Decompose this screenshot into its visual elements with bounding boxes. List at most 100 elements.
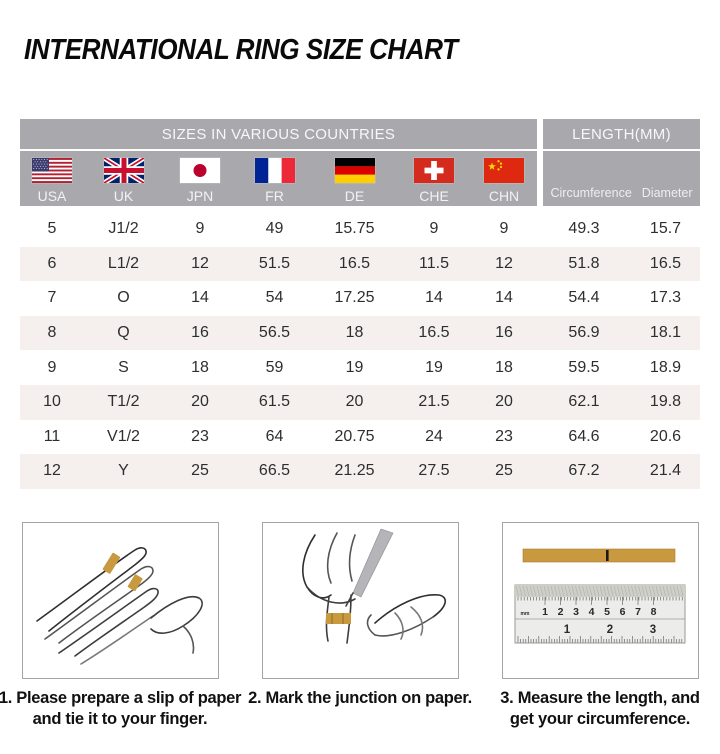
france-flag-icon bbox=[254, 158, 295, 183]
svg-text:3: 3 bbox=[649, 624, 655, 636]
length-columns: Circumference Diameter bbox=[543, 151, 700, 206]
table-cell: 51.5 bbox=[258, 254, 291, 272]
step-2-illustration-box bbox=[261, 522, 459, 679]
table-cell: 18 bbox=[495, 358, 513, 376]
strip-mark bbox=[605, 550, 609, 561]
table-cell: 16 bbox=[191, 324, 209, 342]
table-cell: 9 bbox=[47, 358, 57, 376]
table-cell: 64 bbox=[265, 427, 284, 445]
circumference-label: Circumference bbox=[550, 186, 632, 200]
table-cell: 67.2 bbox=[568, 462, 600, 480]
table-cell: 54 bbox=[265, 289, 284, 307]
svg-text:mm: mm bbox=[520, 611, 529, 617]
table-cell: 10 bbox=[43, 393, 61, 411]
svg-text:6: 6 bbox=[619, 606, 625, 618]
svg-text:2: 2 bbox=[606, 624, 612, 636]
table-cell: 56.9 bbox=[568, 324, 600, 342]
table-cell: 24 bbox=[425, 427, 443, 445]
ring-size-chart-page: INTERNATIONAL RING SIZE CHART SIZES IN V… bbox=[0, 34, 720, 754]
header-length-mm: LENGTH(MM) bbox=[543, 119, 700, 149]
table-cell: 49.3 bbox=[568, 220, 600, 238]
step-2: 2. Mark the junction on paper. bbox=[240, 522, 480, 730]
table-cell: 8 bbox=[47, 324, 57, 342]
table-cell: 16.5 bbox=[418, 324, 450, 342]
table-cell: 62.1 bbox=[568, 393, 600, 411]
country-label: UK bbox=[113, 188, 134, 204]
paper-strip-band bbox=[325, 613, 351, 624]
country-header-row: USA UK bbox=[20, 151, 700, 206]
usa-flag-icon bbox=[32, 158, 72, 183]
diameter-label: Diameter bbox=[641, 186, 693, 200]
table-cell: 25 bbox=[495, 462, 513, 480]
table-row: 7 O 14 54 17.25 14 14 54.4 17.3 bbox=[20, 281, 700, 316]
country-label: FR bbox=[265, 188, 284, 204]
table-cell: 11.5 bbox=[419, 254, 449, 272]
country-label: CHN bbox=[488, 188, 520, 204]
marking-junction-illustration bbox=[301, 528, 446, 644]
table-group-header: SIZES IN VARIOUS COUNTRIES LENGTH(MM) bbox=[20, 119, 700, 149]
step-1-illustration-box bbox=[21, 522, 219, 679]
svg-text:1: 1 bbox=[563, 624, 570, 636]
svg-text:8: 8 bbox=[650, 606, 656, 618]
table-cell: 64.6 bbox=[568, 427, 600, 445]
table-cell: 14 bbox=[191, 289, 209, 307]
hand-with-paper-strip-illustration bbox=[35, 547, 203, 665]
country-label: JPN bbox=[186, 188, 214, 204]
table-cell: S bbox=[118, 358, 129, 376]
size-chart-table: SIZES IN VARIOUS COUNTRIES LENGTH(MM) bbox=[20, 119, 700, 489]
country-columns: USA UK bbox=[20, 151, 537, 206]
svg-text:5: 5 bbox=[604, 606, 610, 618]
table-cell: 66.5 bbox=[258, 462, 291, 480]
table-row: 6 L1/2 12 51.5 16.5 11.5 12 51.8 16.5 bbox=[20, 246, 700, 282]
paper-strip-piece bbox=[127, 574, 143, 592]
table-cell: 23 bbox=[495, 427, 513, 445]
table-cell: 21.4 bbox=[649, 462, 682, 480]
paper-strip bbox=[522, 548, 675, 563]
table-row: 10 T1/2 20 61.5 20 21.5 20 62.1 19.8 bbox=[20, 384, 700, 420]
measurement-steps: 1. Please prepare a slip of paper and ti… bbox=[0, 522, 720, 730]
table-row: 12 Y 25 66.5 21.25 27.5 25 67.2 21.4 bbox=[20, 454, 700, 489]
step-2-caption: 2. Mark the junction on paper. bbox=[248, 689, 472, 707]
table-cell: 18.9 bbox=[649, 358, 682, 376]
table-cell: 5 bbox=[47, 220, 57, 238]
table-cell: 20.75 bbox=[334, 427, 375, 445]
table-cell: 18 bbox=[345, 324, 364, 342]
country-column-jpn: JPN bbox=[163, 151, 237, 206]
table-cell: 17.25 bbox=[334, 289, 375, 307]
country-column-de: DE bbox=[312, 151, 397, 206]
pen-tip bbox=[344, 592, 354, 607]
table-cell: 21.25 bbox=[334, 462, 375, 480]
table-cell: 27.5 bbox=[418, 462, 450, 480]
table-cell: 56.5 bbox=[258, 324, 291, 342]
table-cell: 20.6 bbox=[649, 427, 682, 445]
country-column-uk: UK bbox=[84, 151, 163, 206]
table-cell: 18 bbox=[191, 358, 209, 376]
table-cell: 23 bbox=[191, 427, 209, 445]
table-cell: 19.8 bbox=[649, 393, 682, 411]
table-row: 8 Q 16 56.5 18 16.5 16 56.9 18.1 bbox=[20, 315, 700, 351]
pen-icon bbox=[352, 528, 393, 598]
country-column-chn: CHN bbox=[471, 151, 537, 206]
table-cell: Q bbox=[117, 324, 130, 342]
paper-strip-piece bbox=[102, 552, 120, 574]
svg-text:3: 3 bbox=[573, 606, 579, 618]
table-cell: 51.8 bbox=[568, 254, 600, 272]
country-label: CHE bbox=[419, 188, 449, 204]
table-cell: 20 bbox=[345, 393, 364, 411]
step-1: 1. Please prepare a slip of paper and ti… bbox=[0, 522, 241, 730]
svg-text:2: 2 bbox=[557, 606, 563, 618]
japan-flag-icon bbox=[180, 158, 220, 183]
table-cell: 25 bbox=[191, 462, 209, 480]
table-cell: 12 bbox=[191, 254, 209, 272]
table-cell: 18.1 bbox=[649, 324, 682, 342]
table-cell: 9 bbox=[499, 220, 509, 238]
table-cell: 12 bbox=[43, 462, 61, 480]
svg-text:1: 1 bbox=[542, 606, 548, 618]
table-cell: 16 bbox=[495, 324, 513, 342]
table-cell: 20 bbox=[495, 393, 513, 411]
table-cell: 14 bbox=[425, 289, 443, 307]
header-sizes-in-various-countries: SIZES IN VARIOUS COUNTRIES bbox=[20, 119, 537, 149]
